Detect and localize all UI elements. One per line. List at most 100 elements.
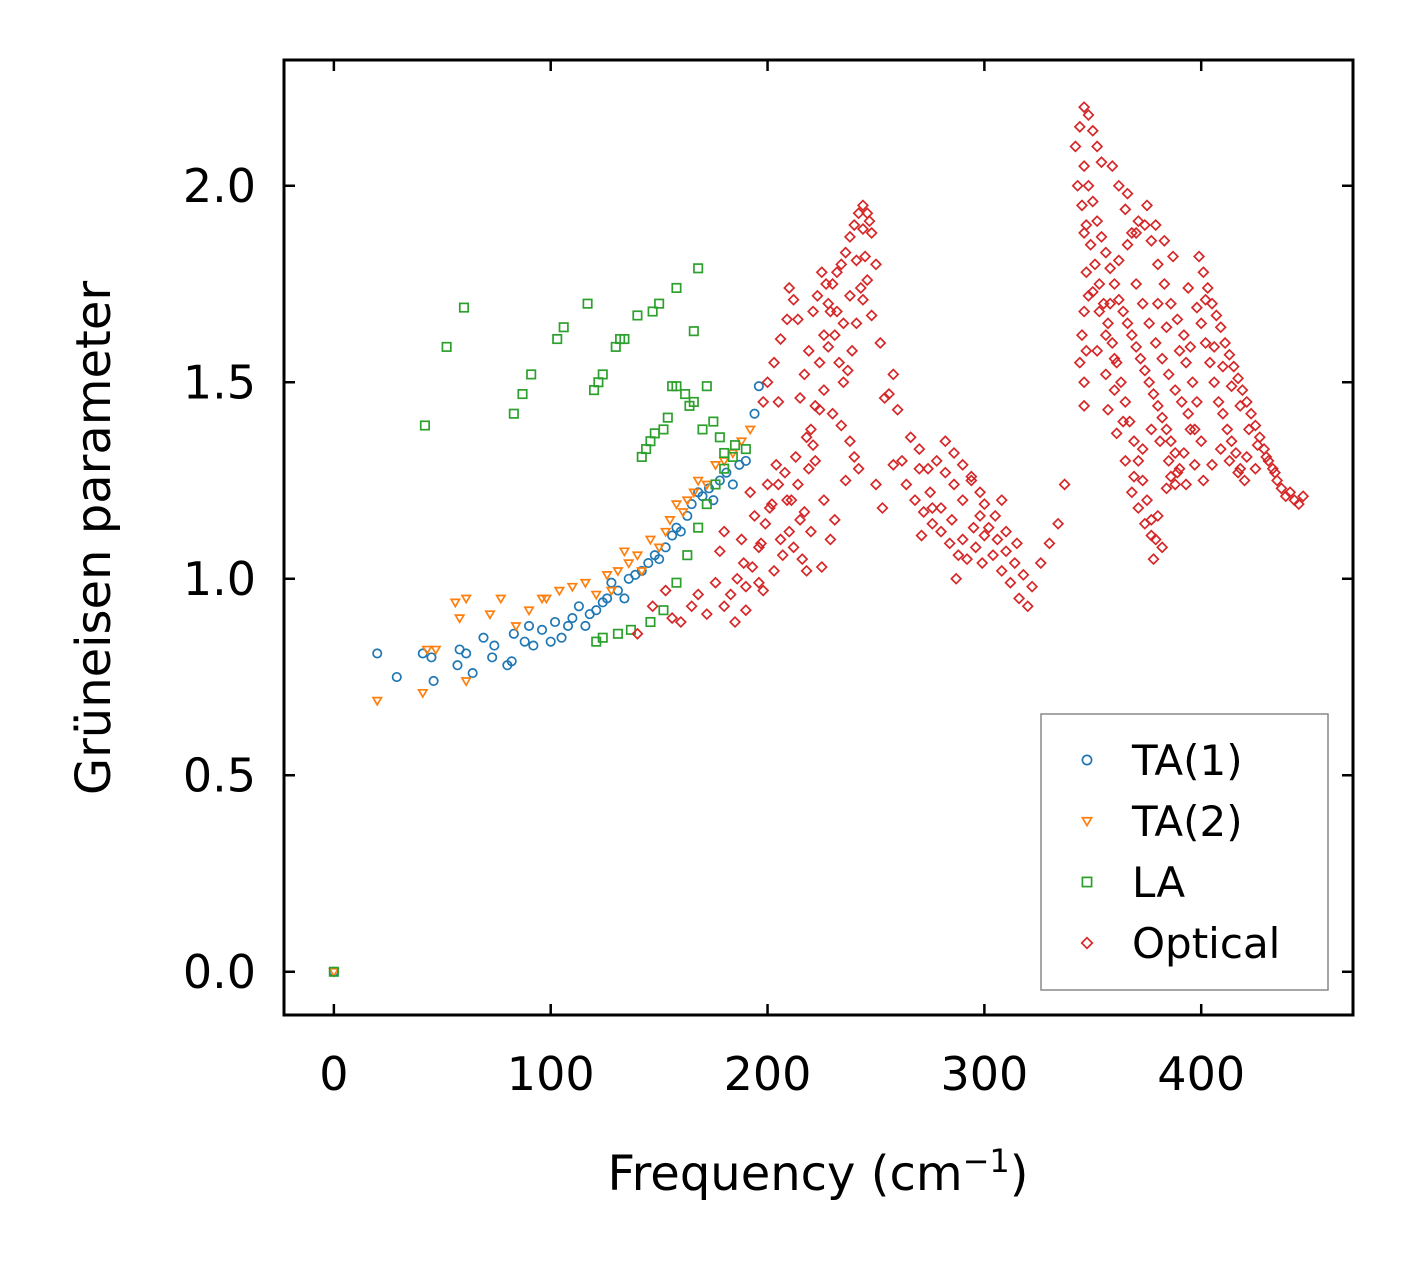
- data-point: [718, 525, 731, 538]
- data-point: [1162, 368, 1175, 381]
- data-point: [612, 628, 623, 639]
- data-point: [1086, 124, 1099, 137]
- data-point: [1177, 329, 1190, 342]
- data-point: [835, 258, 848, 271]
- data-point: [891, 403, 904, 416]
- data-point: [913, 462, 926, 475]
- data-point: [811, 289, 824, 302]
- data-point: [835, 419, 848, 432]
- data-point: [1177, 446, 1190, 460]
- data-point: [372, 648, 383, 659]
- data-point: [961, 553, 974, 566]
- data-point: [1160, 321, 1173, 334]
- data-point: [556, 632, 567, 643]
- data-point: [787, 293, 800, 306]
- data-point: [1260, 450, 1273, 463]
- data-point: [843, 435, 856, 448]
- data-point: [1000, 525, 1013, 538]
- data-point: [813, 356, 826, 369]
- data-point: [666, 612, 679, 625]
- data-point: [1245, 407, 1258, 420]
- data-point: [1234, 462, 1247, 475]
- data-point: [841, 364, 854, 377]
- data-point: [850, 254, 863, 267]
- data-point: [1234, 399, 1247, 412]
- data-point: [1232, 372, 1245, 385]
- data-point: [1095, 156, 1108, 169]
- data-point: [605, 586, 618, 597]
- data-point: [956, 533, 969, 546]
- data-point: [1238, 474, 1251, 487]
- data-point: [1084, 238, 1097, 251]
- data-point: [523, 620, 535, 631]
- data-point: [739, 604, 752, 617]
- data-point: [904, 431, 917, 444]
- data-point: [1021, 600, 1034, 613]
- data-point: [709, 461, 722, 471]
- data-point: [1242, 423, 1255, 436]
- data-point: [1195, 435, 1208, 448]
- data-point: [1082, 108, 1095, 122]
- data-point: [1262, 454, 1275, 467]
- data-point: [1284, 486, 1297, 499]
- legend-marker: [1080, 936, 1094, 950]
- data-point: [618, 547, 631, 558]
- legend-entry: Optical: [1080, 919, 1280, 968]
- data-point: [1091, 140, 1104, 153]
- data-point: [1193, 250, 1206, 263]
- data-point: [1069, 140, 1082, 153]
- data-point: [697, 424, 708, 435]
- data-point: [540, 594, 553, 605]
- data-point: [391, 671, 402, 683]
- data-point: [508, 408, 519, 419]
- data-point: [510, 622, 522, 632]
- data-point: [701, 499, 712, 510]
- data-point: [822, 340, 835, 353]
- data-point: [478, 632, 489, 643]
- data-point: [1140, 494, 1154, 507]
- data-point: [1106, 160, 1119, 173]
- data-point: [682, 550, 693, 561]
- data-point: [729, 440, 741, 451]
- data-point: [371, 696, 383, 707]
- data-point: [1082, 179, 1095, 192]
- data-point: [1073, 120, 1086, 133]
- x-tick-label: 0: [319, 1047, 348, 1101]
- data-point: [813, 403, 826, 416]
- data-point: [1086, 195, 1099, 208]
- data-point: [1034, 557, 1047, 570]
- data-point: [1093, 277, 1106, 291]
- data-point: [1149, 336, 1162, 349]
- data-point: [631, 551, 644, 562]
- data-point: [1271, 474, 1284, 487]
- data-point: [645, 616, 656, 628]
- data-point: [685, 600, 698, 613]
- data-point: [869, 478, 882, 491]
- data-point: [895, 454, 909, 467]
- data-point: [815, 266, 828, 279]
- data-point: [956, 494, 969, 507]
- data-point: [807, 439, 820, 452]
- data-point: [1008, 557, 1021, 570]
- data-point: [536, 624, 548, 635]
- data-point: [1078, 226, 1091, 239]
- data-point: [1071, 179, 1084, 192]
- data-point: [1130, 226, 1143, 239]
- data-point: [757, 584, 770, 597]
- data-point: [453, 614, 466, 624]
- data-point: [776, 549, 789, 562]
- data-point: [636, 567, 648, 577]
- data-point: [1017, 568, 1030, 581]
- data-point: [1125, 226, 1138, 239]
- data-point: [1080, 266, 1093, 279]
- data-point: [654, 298, 665, 309]
- data-point: [1136, 443, 1149, 456]
- data-point: [1052, 517, 1065, 530]
- data-point: [1208, 340, 1221, 353]
- data-point: [558, 322, 569, 333]
- data-point: [1043, 537, 1056, 550]
- data-point: [1160, 423, 1173, 436]
- data-point: [1169, 446, 1182, 460]
- data-point: [837, 376, 850, 389]
- data-point: [658, 605, 669, 616]
